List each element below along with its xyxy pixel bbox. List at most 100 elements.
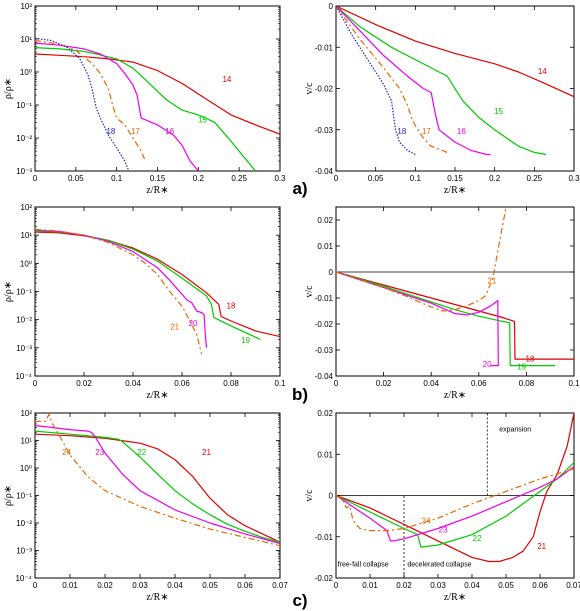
x-tick-label: 0.06 [174, 379, 190, 388]
series-label-16: 16 [457, 127, 466, 136]
y-axis-label: v/c [304, 489, 315, 502]
series-label-18: 18 [397, 127, 406, 136]
series-label-18: 18 [106, 127, 115, 136]
x-tick-label: 0.2 [489, 174, 501, 183]
y-tick-label: 0 [329, 268, 334, 277]
series-line-21 [336, 207, 507, 312]
panel-c-density: 0 0.01 0.02 0.03 0.04 0.05 0.06 0.07 10⁻⁴ 10⁻³ 10⁻… [3, 409, 288, 603]
y-tick-label: 10² [20, 409, 32, 418]
series-group [336, 207, 574, 367]
x-tick-label: 0.08 [223, 379, 239, 388]
series-line-22 [35, 430, 280, 543]
y-tick-label: 10² [20, 203, 32, 212]
y-tick-label: 10⁻² [16, 519, 32, 528]
y-tick-label: 10⁻³ [16, 167, 32, 176]
series-line-14 [336, 6, 574, 98]
x-tick-label: 0.03 [132, 581, 148, 590]
x-tick-label: 0.1 [410, 174, 422, 183]
x-axis-label: z/R∗ [146, 390, 168, 401]
series-line-18 [35, 37, 130, 171]
series-line-20 [35, 229, 208, 348]
series-label-14: 14 [222, 75, 231, 84]
series-label-23: 23 [95, 448, 104, 457]
series-label-17: 17 [422, 127, 431, 136]
x-tick-label: 0.3 [274, 174, 286, 183]
series-line-23 [336, 466, 574, 542]
x-axis-label: z/R∗ [444, 185, 466, 196]
y-tick-label: -0.01 [315, 294, 334, 303]
series-line-16 [336, 6, 491, 156]
y-tick-label: -0.04 [315, 372, 334, 381]
x-tick-label: 0 [334, 174, 339, 183]
x-tick-label: 0.07 [272, 581, 288, 590]
x-tick-label: 0.2 [193, 174, 205, 183]
series-line-24 [35, 413, 280, 547]
y-tick-label: 10⁰ [20, 259, 32, 268]
x-axis-label: z/R∗ [146, 592, 168, 603]
x-axis-label: z/R∗ [444, 390, 466, 401]
x-tick-label: 0.1 [111, 174, 123, 183]
y-tick-label: 10⁻⁴ [15, 372, 32, 381]
series-label-21: 21 [487, 277, 496, 286]
y-tick-label: 10¹ [20, 231, 32, 240]
x-axis-label: z/R∗ [146, 185, 168, 196]
series-label-22: 22 [473, 534, 482, 543]
x-tick-label: 0.15 [150, 174, 166, 183]
series-line-18 [35, 231, 280, 338]
x-tick-label: 0 [33, 581, 38, 590]
x-tick-label: 0.08 [519, 379, 535, 388]
x-tick-label: 0.01 [362, 581, 378, 590]
phase-annotation: expansion [499, 427, 531, 434]
series-label-19: 19 [517, 363, 526, 372]
series-line-19 [35, 230, 261, 340]
phase-annotation: decelerated collapse [407, 561, 471, 568]
series-line-24 [336, 468, 574, 532]
y-tick-label: -0.03 [315, 346, 334, 355]
series-group [35, 413, 280, 547]
x-tick-label: 0.07 [566, 581, 580, 590]
x-tick-label: 0.04 [423, 379, 439, 388]
x-tick-label: 0.3 [568, 174, 580, 183]
x-tick-label: 0.05 [202, 581, 218, 590]
series-label-18: 18 [526, 355, 535, 364]
x-tick-label: 0.01 [62, 581, 78, 590]
series-label-15: 15 [198, 115, 207, 124]
y-tick-label: 0 [329, 2, 334, 11]
series-line-17 [35, 39, 146, 162]
plot-frame [34, 5, 281, 172]
y-axis-label: ρ/ρ∗ [3, 485, 14, 506]
series-line-17 [336, 6, 448, 153]
series-label-21: 21 [537, 542, 546, 551]
panel-a-density: 0 0.05 0.1 0.15 0.2 0.25 0.3 10⁻³ 10⁻² 10⁻¹ 10⁰ 10¹… [3, 2, 286, 196]
y-tick-label: 10¹ [20, 35, 32, 44]
series-label-21: 21 [202, 448, 211, 457]
series-label-14: 14 [538, 67, 547, 76]
y-axis-label: ρ/ρ∗ [3, 78, 14, 99]
series-line-15 [35, 47, 256, 171]
series-label-22: 22 [137, 448, 146, 457]
y-tick-label: -0.02 [315, 85, 334, 94]
plot-frame [34, 412, 281, 579]
y-tick-label: 0.02 [317, 216, 333, 225]
series-label-24: 24 [422, 517, 431, 526]
x-tick-label: 0.06 [471, 379, 487, 388]
series-line-18 [336, 6, 416, 156]
x-tick-label: 0.1 [274, 379, 286, 388]
plot-frame [335, 206, 575, 377]
y-tick-label: -0.02 [315, 320, 334, 329]
y-tick-label: -0.04 [315, 167, 334, 176]
y-tick-label: 10⁻³ [16, 344, 32, 353]
series-label-18: 18 [227, 301, 236, 310]
y-tick-label: 10⁻¹ [16, 492, 32, 501]
series-label-20: 20 [189, 319, 198, 328]
series-line-19 [336, 271, 555, 367]
y-tick-label: 10⁻¹ [16, 101, 32, 110]
panel-b-velocity: 0 0.02 0.04 0.06 0.08 0.1 -0.04 -0.03 -0.02 -0.01… [304, 206, 580, 401]
series-line-20 [336, 271, 499, 367]
y-tick-label: 10⁰ [20, 68, 32, 77]
x-tick-label: 0.06 [532, 581, 548, 590]
y-axis-label: v/c [304, 285, 315, 298]
x-tick-label: 0.04 [125, 379, 141, 388]
y-tick-label: 10⁰ [20, 464, 32, 473]
